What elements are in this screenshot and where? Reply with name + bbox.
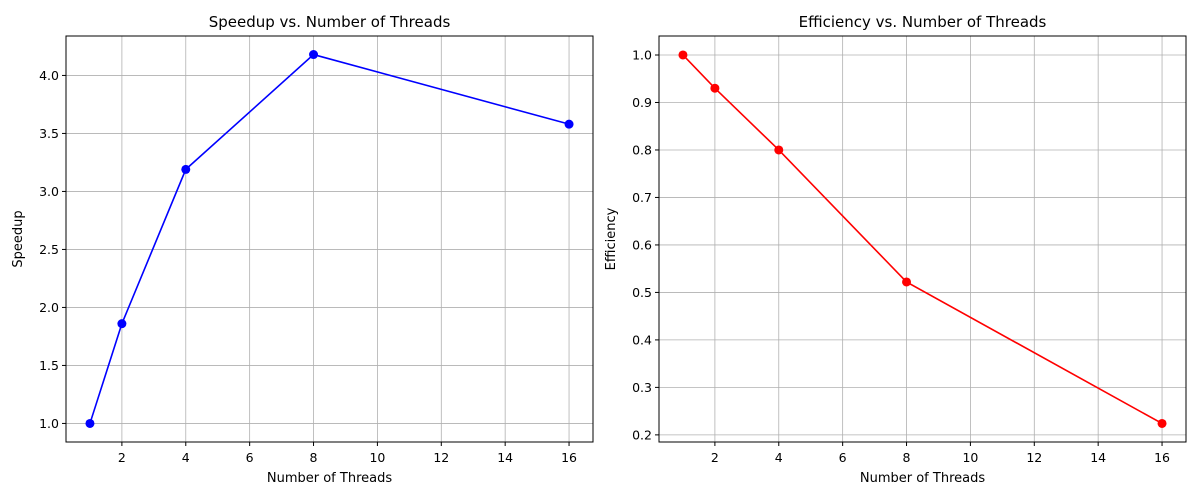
efficiency-y-ticks: 0.2 0.3 0.4 0.5 0.6 0.7 0.8 0.9 1.0 — [632, 47, 659, 442]
efficiency-y-tick-label: 0.3 — [632, 380, 652, 395]
efficiency-x-tick-label: 14 — [1090, 450, 1106, 465]
efficiency-y-tick-label: 0.7 — [632, 190, 652, 205]
efficiency-y-axis-label: Efficiency — [604, 207, 619, 270]
speedup-x-tick-label: 14 — [497, 450, 513, 465]
speedup-x-tick-label: 8 — [310, 450, 318, 465]
speedup-chart: 2 4 6 8 10 12 14 16 1.0 1.5 2.0 2.5 3.0 3.5 4.0 Speed… — [11, 13, 594, 486]
efficiency-x-tick-label: 12 — [1026, 450, 1042, 465]
efficiency-plot-area — [659, 36, 1186, 442]
speedup-y-tick-label: 2.0 — [39, 300, 59, 315]
efficiency-x-axis-label: Number of Threads — [860, 471, 985, 486]
speedup-data-point — [564, 119, 574, 129]
speedup-x-tick-label: 6 — [246, 450, 254, 465]
efficiency-y-tick-label: 0.2 — [632, 427, 652, 442]
efficiency-y-tick-label: 0.4 — [632, 332, 652, 347]
efficiency-axes-frame — [658, 35, 1187, 443]
efficiency-data-point — [902, 277, 912, 287]
speedup-y-tick-label: 2.5 — [39, 242, 59, 257]
efficiency-x-tick-label: 10 — [962, 450, 978, 465]
efficiency-x-ticks: 2 4 6 8 10 12 14 16 — [711, 442, 1170, 465]
efficiency-data-point — [710, 83, 720, 93]
efficiency-x-tick-label: 8 — [903, 450, 911, 465]
speedup-y-tick-label: 4.0 — [39, 68, 59, 83]
speedup-plot-area — [66, 36, 593, 442]
speedup-x-ticks: 2 4 6 8 10 12 14 16 — [118, 442, 577, 465]
efficiency-x-tick-label: 6 — [839, 450, 847, 465]
speedup-x-tick-label: 2 — [118, 450, 126, 465]
efficiency-y-tick-label: 1.0 — [632, 47, 652, 62]
speedup-y-axis-label: Speedup — [11, 210, 26, 267]
speedup-points — [85, 50, 574, 428]
efficiency-x-tick-label: 16 — [1154, 450, 1170, 465]
speedup-grid — [66, 36, 593, 442]
efficiency-x-tick-label: 4 — [775, 450, 783, 465]
efficiency-y-tick-label: 0.5 — [632, 285, 652, 300]
efficiency-y-tick-label: 0.6 — [632, 237, 652, 252]
speedup-x-tick-label: 4 — [182, 450, 190, 465]
speedup-y-tick-label: 3.0 — [39, 184, 59, 199]
speedup-data-point — [117, 319, 127, 329]
efficiency-chart-title: Efficiency vs. Number of Threads — [799, 13, 1047, 31]
speedup-data-point — [309, 50, 319, 60]
speedup-y-tick-label: 3.5 — [39, 126, 59, 141]
efficiency-y-tick-label: 0.8 — [632, 142, 652, 157]
efficiency-x-tick-label: 2 — [711, 450, 719, 465]
efficiency-data-point — [678, 50, 688, 60]
efficiency-data-point — [774, 145, 784, 155]
efficiency-y-tick-label: 0.9 — [632, 95, 652, 110]
speedup-data-point — [181, 164, 191, 174]
speedup-x-tick-label: 12 — [433, 450, 449, 465]
speedup-data-point — [85, 418, 95, 428]
speedup-x-tick-label: 10 — [369, 450, 385, 465]
efficiency-data-point — [1157, 418, 1167, 428]
speedup-axes-frame — [65, 35, 594, 443]
speedup-y-tick-label: 1.5 — [39, 358, 59, 373]
speedup-x-tick-label: 16 — [561, 450, 577, 465]
speedup-x-axis-label: Number of Threads — [267, 471, 392, 486]
efficiency-chart: 2 4 6 8 10 12 14 16 0.2 0.3 0.4 0.5 0.6 0.7 0.8 0.9 1.0… — [604, 13, 1187, 486]
speedup-y-ticks: 1.0 1.5 2.0 2.5 3.0 3.5 4.0 — [39, 68, 66, 431]
speedup-y-tick-label: 1.0 — [39, 416, 59, 431]
speedup-chart-title: Speedup vs. Number of Threads — [209, 13, 451, 31]
efficiency-points — [678, 50, 1167, 428]
